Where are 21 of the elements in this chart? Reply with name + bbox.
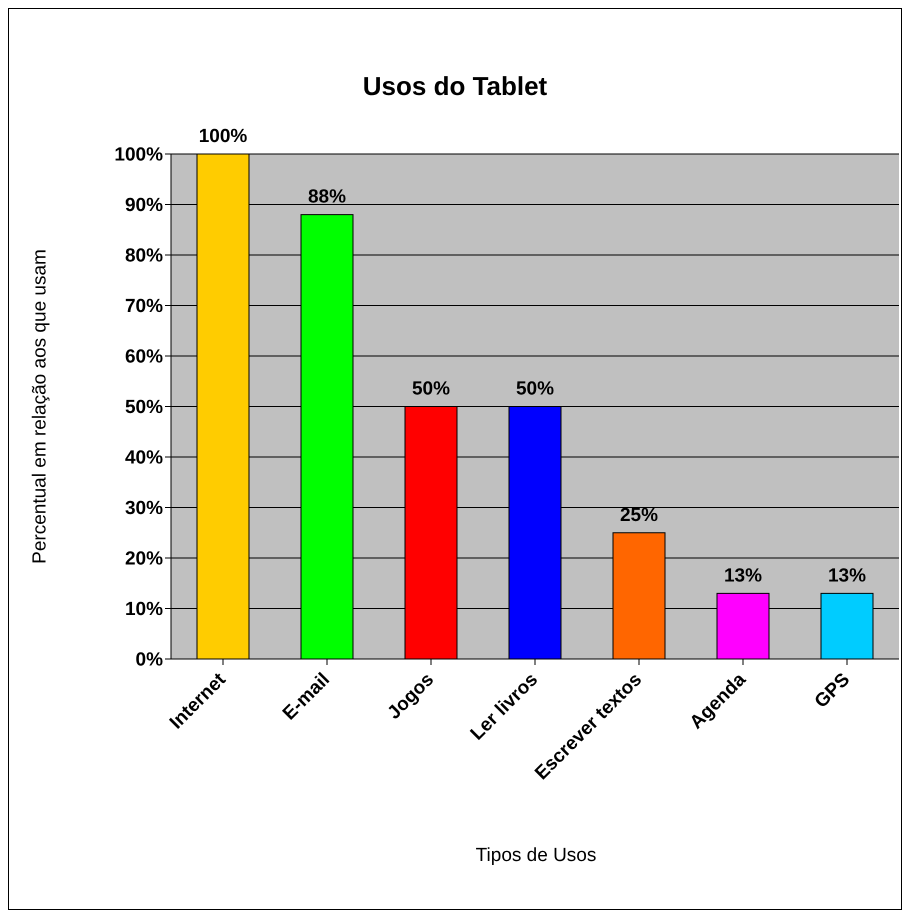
y-axis-title: Percentual em relação aos que usam: [30, 249, 51, 564]
data-label: 50%: [516, 378, 554, 400]
data-label: 13%: [828, 565, 866, 586]
y-tick-label: 70%: [124, 296, 164, 318]
y-tick-label: 100%: [114, 144, 164, 166]
y-tick-label: 60%: [124, 346, 164, 368]
y-tick-label: 90%: [124, 195, 164, 216]
y-tick-label: 10%: [124, 599, 164, 620]
y-tick-label: 30%: [124, 498, 164, 520]
data-label: 88%: [308, 186, 346, 208]
y-tick-label: 80%: [124, 246, 164, 267]
y-tick-label: 0%: [136, 650, 164, 671]
data-label: 25%: [620, 504, 658, 526]
y-tick-label: 20%: [124, 548, 164, 570]
y-tick-label: 50%: [124, 397, 164, 418]
y-tick-label: 40%: [124, 448, 164, 469]
x-axis-title: Tipos de Usos: [474, 845, 598, 867]
data-label: 13%: [724, 565, 762, 586]
data-label: 100%: [198, 126, 248, 147]
data-label: 50%: [412, 378, 450, 400]
chart-title: Usos do Tablet: [362, 71, 548, 102]
